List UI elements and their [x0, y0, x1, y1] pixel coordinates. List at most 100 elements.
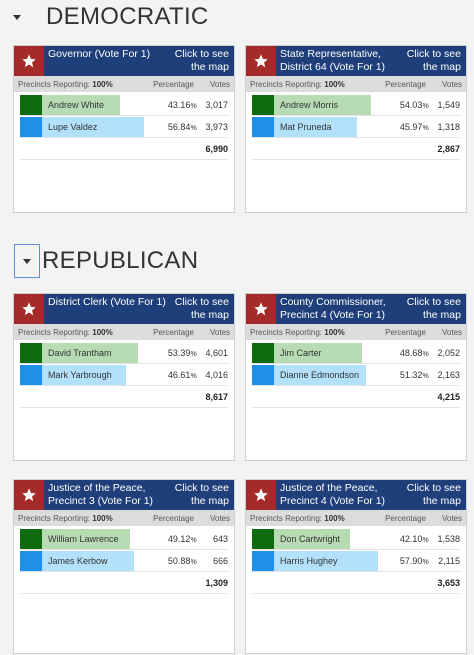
votes-header: Votes [209, 327, 230, 337]
column-header: Precincts Reporting: 100% Percentage Vot… [246, 510, 466, 526]
candidate-name: Mat Pruneda [280, 121, 332, 132]
candidate-row: Andrew Morris 54.03% 1,549 [252, 94, 460, 116]
see-map-link[interactable]: Click to see the map [174, 48, 229, 73]
candidate-name: Dianne Edmondson [280, 369, 360, 380]
result-bar-fill [274, 364, 366, 385]
candidate-row: Andrew White 43.16% 3,017 [20, 94, 228, 116]
result-bar: Andrew White [42, 94, 152, 115]
race-title: Justice of the Peace, Precinct 4 (Vote F… [280, 482, 386, 507]
candidate-votes: 4,601 [205, 347, 228, 358]
candidate-percentage: 54.03% [399, 99, 429, 110]
race-card: Justice of the Peace, Precinct 4 (Vote F… [245, 479, 467, 654]
collapse-toggle-democratic[interactable] [4, 4, 30, 30]
star-icon [246, 480, 276, 510]
candidate-list: Andrew Morris 54.03% 1,549 Mat Pruneda 4… [246, 92, 466, 160]
party-swatch [20, 550, 42, 571]
result-bar-fill [42, 364, 126, 385]
see-map-link[interactable]: Click to see the map [406, 482, 461, 507]
race-card: Justice of the Peace, Precinct 3 (Vote F… [13, 479, 235, 654]
percentage-header: Percentage [385, 79, 426, 89]
see-map-link[interactable]: Click to see the map [406, 48, 461, 73]
candidate-row: David Trantham 53.39% 4,601 [20, 342, 228, 364]
party-swatch [20, 528, 42, 549]
total-votes: 8,617 [20, 386, 228, 408]
party-swatch [252, 342, 274, 363]
candidate-row: Jim Carter 48.68% 2,052 [252, 342, 460, 364]
race-title: Governor (Vote For 1) [48, 48, 151, 60]
candidate-row: James Kerbow 50.88% 666 [20, 550, 228, 572]
race-header: Justice of the Peace, Precinct 3 (Vote F… [14, 480, 234, 510]
see-map-link[interactable]: Click to see the map [174, 482, 229, 507]
candidate-votes: 666 [212, 555, 228, 566]
party-swatch [252, 528, 274, 549]
candidate-votes: 1,538 [437, 533, 460, 544]
percentage-header: Percentage [153, 513, 194, 523]
section-header-republican: REPUBLICAN [0, 244, 199, 278]
candidate-name: Harris Hughey [280, 555, 338, 566]
result-bar: James Kerbow [42, 550, 152, 571]
result-bar: William Lawrence [42, 528, 152, 549]
precincts-reporting: Precincts Reporting: 100% [250, 79, 345, 89]
candidate-row: William Lawrence 49.12% 643 [20, 528, 228, 550]
candidate-name: William Lawrence [48, 533, 119, 544]
star-icon [246, 46, 276, 76]
race-card: District Clerk (Vote For 1) Click to see… [13, 293, 235, 461]
candidate-votes: 2,163 [437, 369, 460, 380]
star-icon [14, 480, 44, 510]
result-bar-fill [274, 342, 362, 363]
percentage-header: Percentage [153, 327, 194, 337]
result-bar: Andrew Morris [274, 94, 384, 115]
race-title: State Representative, District 64 (Vote … [280, 48, 386, 73]
result-bar-fill [274, 94, 371, 115]
candidate-name: Jim Carter [280, 347, 322, 358]
votes-header: Votes [441, 513, 462, 523]
column-header: Precincts Reporting: 100% Percentage Vot… [14, 76, 234, 92]
candidate-name: Lupe Valdez [48, 121, 98, 132]
candidate-percentage: 57.90% [399, 555, 429, 566]
result-bar: Don Cartwright [274, 528, 384, 549]
party-swatch [20, 116, 42, 137]
percentage-header: Percentage [385, 513, 426, 523]
result-bar: Dianne Edmondson [274, 364, 384, 385]
candidate-row: Mat Pruneda 45.97% 1,318 [252, 116, 460, 138]
votes-header: Votes [441, 327, 462, 337]
candidate-list: Don Cartwright 42.10% 1,538 Harris Hughe… [246, 526, 466, 594]
party-swatch [20, 364, 42, 385]
race-card: State Representative, District 64 (Vote … [245, 45, 467, 213]
candidate-row: Lupe Valdez 56.84% 3,973 [20, 116, 228, 138]
candidate-votes: 3,017 [205, 99, 228, 110]
party-swatch [252, 94, 274, 115]
column-header: Precincts Reporting: 100% Percentage Vot… [14, 324, 234, 340]
race-header: County Commissioner, Precinct 4 (Vote Fo… [246, 294, 466, 324]
column-header: Precincts Reporting: 100% Percentage Vot… [246, 324, 466, 340]
precincts-reporting: Precincts Reporting: 100% [18, 513, 113, 523]
candidate-name: Don Cartwright [280, 533, 341, 544]
race-header: State Representative, District 64 (Vote … [246, 46, 466, 76]
result-bar-fill [274, 550, 378, 571]
race-card: Governor (Vote For 1) Click to see the m… [13, 45, 235, 213]
candidate-votes: 2,115 [438, 555, 460, 566]
candidate-list: Jim Carter 48.68% 2,052 Dianne Edmondson… [246, 340, 466, 408]
percentage-header: Percentage [385, 327, 426, 337]
candidate-votes: 643 [212, 533, 228, 544]
party-swatch [20, 94, 42, 115]
candidate-percentage: 46.61% [167, 369, 197, 380]
candidate-votes: 1,318 [437, 121, 460, 132]
column-header: Precincts Reporting: 100% Percentage Vot… [246, 76, 466, 92]
precincts-reporting: Precincts Reporting: 100% [18, 79, 113, 89]
votes-header: Votes [441, 79, 462, 89]
star-icon [14, 294, 44, 324]
result-bar: Mat Pruneda [274, 116, 384, 137]
precincts-reporting: Precincts Reporting: 100% [250, 513, 345, 523]
collapse-toggle-republican[interactable] [14, 244, 40, 278]
candidate-name: David Trantham [48, 347, 112, 358]
caret-down-icon [13, 14, 21, 20]
see-map-link[interactable]: Click to see the map [406, 296, 461, 321]
party-swatch [252, 364, 274, 385]
section-title: REPUBLICAN [42, 247, 199, 274]
result-bar-fill [42, 528, 130, 549]
result-bar: Lupe Valdez [42, 116, 152, 137]
result-bar-fill [42, 342, 138, 363]
see-map-link[interactable]: Click to see the map [174, 296, 229, 321]
race-header: Justice of the Peace, Precinct 4 (Vote F… [246, 480, 466, 510]
